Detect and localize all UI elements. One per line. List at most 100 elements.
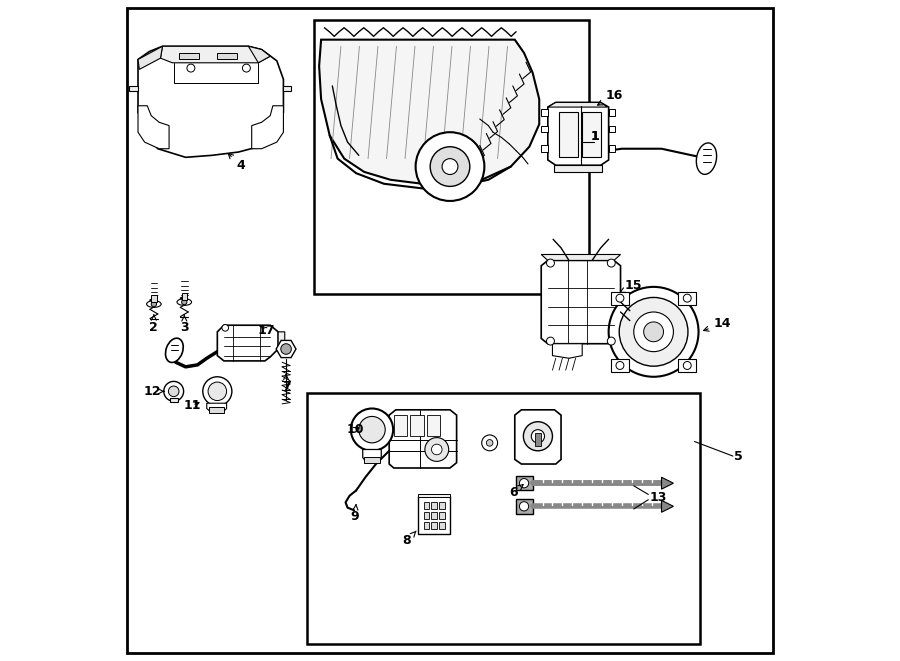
Text: 16: 16 xyxy=(598,89,623,105)
Circle shape xyxy=(634,312,673,352)
Circle shape xyxy=(644,322,663,342)
Polygon shape xyxy=(252,106,284,149)
Polygon shape xyxy=(276,340,296,358)
Text: 1: 1 xyxy=(591,130,599,143)
Circle shape xyxy=(182,299,187,305)
Bar xyxy=(182,293,187,300)
Text: 1: 1 xyxy=(591,130,599,143)
Bar xyxy=(424,522,428,529)
Ellipse shape xyxy=(166,338,184,362)
Text: 8: 8 xyxy=(402,531,416,547)
Circle shape xyxy=(151,301,157,307)
Text: 11: 11 xyxy=(184,399,201,412)
Text: 12: 12 xyxy=(144,385,164,398)
Circle shape xyxy=(619,297,688,366)
Bar xyxy=(439,522,445,529)
Bar xyxy=(678,359,697,372)
Bar xyxy=(608,109,616,116)
Circle shape xyxy=(531,430,544,443)
Polygon shape xyxy=(320,40,539,184)
Circle shape xyxy=(608,337,616,345)
Circle shape xyxy=(616,362,624,369)
Polygon shape xyxy=(548,102,608,107)
Circle shape xyxy=(482,435,498,451)
Circle shape xyxy=(486,440,493,446)
Circle shape xyxy=(683,362,691,369)
Polygon shape xyxy=(516,476,533,490)
Polygon shape xyxy=(278,332,284,350)
Circle shape xyxy=(519,502,528,511)
Ellipse shape xyxy=(697,143,716,175)
Bar xyxy=(307,393,700,644)
Bar xyxy=(678,292,697,305)
Ellipse shape xyxy=(147,301,161,307)
Bar xyxy=(536,433,541,446)
Bar xyxy=(210,407,224,413)
Polygon shape xyxy=(217,325,278,361)
Circle shape xyxy=(222,325,229,331)
Polygon shape xyxy=(515,410,561,464)
Circle shape xyxy=(281,344,292,354)
Circle shape xyxy=(164,381,184,401)
Bar xyxy=(439,502,445,509)
Bar xyxy=(424,502,428,509)
Text: 6: 6 xyxy=(509,485,523,499)
Polygon shape xyxy=(541,254,620,260)
Bar xyxy=(431,512,436,519)
Bar xyxy=(582,112,600,157)
Circle shape xyxy=(442,159,458,175)
Circle shape xyxy=(425,438,449,461)
Circle shape xyxy=(546,337,554,345)
Polygon shape xyxy=(138,106,169,149)
Circle shape xyxy=(431,444,442,455)
Circle shape xyxy=(416,132,484,201)
Polygon shape xyxy=(553,344,582,358)
Text: 10: 10 xyxy=(346,423,364,436)
Text: 13: 13 xyxy=(650,490,667,504)
Text: 17: 17 xyxy=(257,324,275,337)
Circle shape xyxy=(608,287,698,377)
Polygon shape xyxy=(662,477,673,489)
Polygon shape xyxy=(548,102,608,165)
Bar xyxy=(559,112,578,157)
Polygon shape xyxy=(170,398,177,402)
Circle shape xyxy=(168,386,179,397)
Polygon shape xyxy=(160,46,270,63)
Polygon shape xyxy=(363,449,382,461)
Bar xyxy=(608,126,616,132)
Text: 3: 3 xyxy=(180,315,189,334)
Bar xyxy=(611,359,629,372)
Polygon shape xyxy=(284,86,292,91)
Circle shape xyxy=(546,259,554,267)
Bar xyxy=(541,126,548,132)
Circle shape xyxy=(359,416,385,443)
Polygon shape xyxy=(138,46,284,157)
Polygon shape xyxy=(389,410,456,468)
Ellipse shape xyxy=(177,299,192,305)
Polygon shape xyxy=(541,260,620,344)
Polygon shape xyxy=(554,165,602,172)
Text: 9: 9 xyxy=(350,504,359,524)
Circle shape xyxy=(524,422,553,451)
Text: 4: 4 xyxy=(229,153,245,172)
Bar xyxy=(431,522,436,529)
Text: 15: 15 xyxy=(619,279,643,293)
Bar xyxy=(541,145,548,152)
Circle shape xyxy=(208,382,227,401)
Text: 14: 14 xyxy=(704,317,731,331)
Bar xyxy=(427,415,440,436)
Circle shape xyxy=(242,64,250,72)
Bar xyxy=(418,496,450,534)
Polygon shape xyxy=(138,46,163,69)
Polygon shape xyxy=(662,500,673,512)
Bar xyxy=(608,145,616,152)
Polygon shape xyxy=(418,494,450,497)
Circle shape xyxy=(187,64,195,72)
Polygon shape xyxy=(130,86,138,91)
Bar xyxy=(394,415,407,436)
Bar xyxy=(151,295,157,302)
Text: 2: 2 xyxy=(149,315,158,334)
Polygon shape xyxy=(516,499,533,514)
Bar xyxy=(439,512,445,519)
Text: 5: 5 xyxy=(734,449,742,463)
